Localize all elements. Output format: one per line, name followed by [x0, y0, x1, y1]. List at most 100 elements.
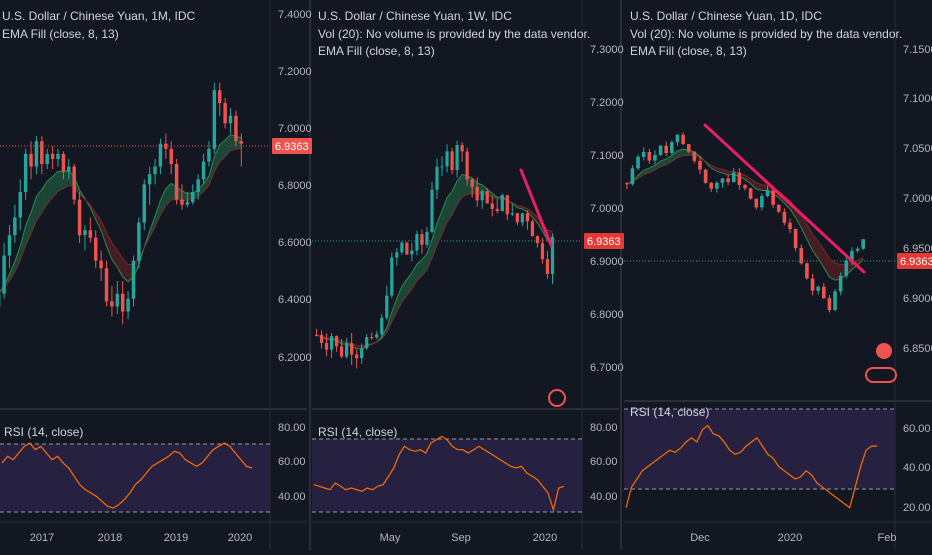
- candle-body: [676, 135, 680, 142]
- event-marker-icon[interactable]: [549, 390, 565, 406]
- candle-body: [78, 200, 81, 236]
- candle-body: [648, 152, 652, 161]
- rsi-tick-label: 40.00: [903, 462, 931, 474]
- price-tick-label: 7.4000: [278, 9, 312, 21]
- candle-body: [137, 223, 140, 261]
- event-marker-icon[interactable]: [876, 343, 892, 359]
- candle-body: [400, 243, 403, 253]
- candle-body: [83, 230, 86, 235]
- candle-body: [35, 141, 38, 166]
- candle-body: [430, 190, 433, 232]
- time-tick-label: Sep: [451, 532, 471, 544]
- candle-body: [240, 141, 243, 144]
- candle-body: [365, 337, 368, 348]
- candle-body: [496, 209, 499, 211]
- candle-body: [159, 144, 162, 167]
- candle-body: [440, 166, 443, 167]
- candle-body: [681, 135, 685, 144]
- candle-body: [143, 184, 146, 222]
- candle-body: [425, 232, 428, 245]
- price-tick-label: 7.1000: [903, 93, 932, 105]
- candle-body: [234, 116, 237, 141]
- candle-body: [715, 183, 719, 189]
- candle-body: [335, 336, 338, 346]
- time-tick-label: May: [380, 532, 401, 544]
- rsi-tick-label: 80.00: [278, 422, 306, 434]
- rsi-band: [0, 444, 270, 512]
- candle-body: [40, 141, 43, 164]
- rsi-label: RSI (14, close): [4, 425, 83, 439]
- time-tick-label: Dec: [690, 532, 710, 544]
- candle-body: [828, 298, 832, 310]
- candle-body: [395, 252, 398, 257]
- candle-body: [816, 287, 820, 291]
- rsi-tick-label: 60.00: [590, 456, 618, 468]
- candle-body: [794, 229, 798, 248]
- price-tick-label: 6.8000: [278, 180, 312, 192]
- candle-body: [777, 205, 781, 212]
- candle-body: [664, 146, 668, 153]
- candle-body: [2, 256, 5, 294]
- candle-body: [360, 348, 363, 358]
- rsi-tick-label: 40.00: [278, 491, 306, 503]
- time-tick-label: Feb: [878, 532, 897, 544]
- candle-body: [169, 149, 172, 164]
- candle-body: [330, 336, 333, 350]
- candle-body: [355, 355, 358, 359]
- candle-body: [325, 343, 328, 350]
- rsi-tick-label: 40.00: [590, 491, 618, 503]
- candle-body: [19, 192, 22, 217]
- price-tick-label: 7.2000: [278, 66, 312, 78]
- candle-body: [415, 234, 418, 250]
- price-tick-label: 7.0000: [590, 203, 624, 215]
- candle-body: [180, 200, 183, 205]
- chart-title: U.S. Dollar / Chinese Yuan, 1W, IDC: [318, 9, 512, 23]
- candle-body: [390, 258, 393, 296]
- rsi-tick-label: 80.00: [590, 422, 618, 434]
- ema-fill-segment: [58, 171, 63, 191]
- candle-body: [501, 195, 504, 211]
- candle-body: [541, 243, 544, 259]
- time-tick-label: 2020: [533, 532, 557, 544]
- candle-body: [506, 195, 509, 214]
- candle-body: [213, 90, 216, 148]
- candle-body: [121, 294, 124, 312]
- legend-line: EMA Fill (close, 8, 13): [630, 44, 747, 58]
- candle-body: [486, 191, 489, 203]
- candle-body: [24, 154, 27, 192]
- price-tick-label: 7.0500: [903, 143, 932, 155]
- candle-body: [153, 167, 156, 175]
- candle-body: [709, 183, 713, 189]
- candle-body: [511, 213, 514, 214]
- price-tick-label: 7.0000: [903, 193, 932, 205]
- candle-body: [521, 213, 524, 222]
- candle-body: [732, 173, 736, 182]
- price-tick-label: 7.2000: [590, 97, 624, 109]
- candle-body: [491, 203, 494, 209]
- candle-body: [788, 223, 792, 229]
- candle-body: [625, 183, 629, 184]
- event-marker-icon[interactable]: [866, 368, 896, 382]
- price-tick-label: 6.7000: [590, 362, 624, 374]
- candle-body: [405, 243, 408, 255]
- candle-body: [445, 151, 448, 166]
- candle-body: [461, 145, 464, 151]
- candle-body: [726, 178, 730, 182]
- candle-body: [370, 337, 373, 338]
- candle-body: [749, 188, 753, 198]
- candle-body: [516, 213, 519, 222]
- candle-body: [13, 217, 16, 235]
- candle-body: [631, 168, 635, 184]
- price-tick-label: 7.0000: [278, 123, 312, 135]
- candle-body: [105, 268, 108, 301]
- candle-body: [704, 170, 708, 183]
- price-tick-label: 6.9500: [903, 243, 932, 255]
- price-tick-label: 6.8000: [590, 309, 624, 321]
- candle-body: [175, 164, 178, 200]
- legend-line: Vol (20): No volume is provided by the d…: [318, 27, 590, 41]
- rsi-band: [624, 409, 895, 489]
- candle-body: [72, 167, 75, 200]
- legend-line: EMA Fill (close, 8, 13): [2, 27, 119, 41]
